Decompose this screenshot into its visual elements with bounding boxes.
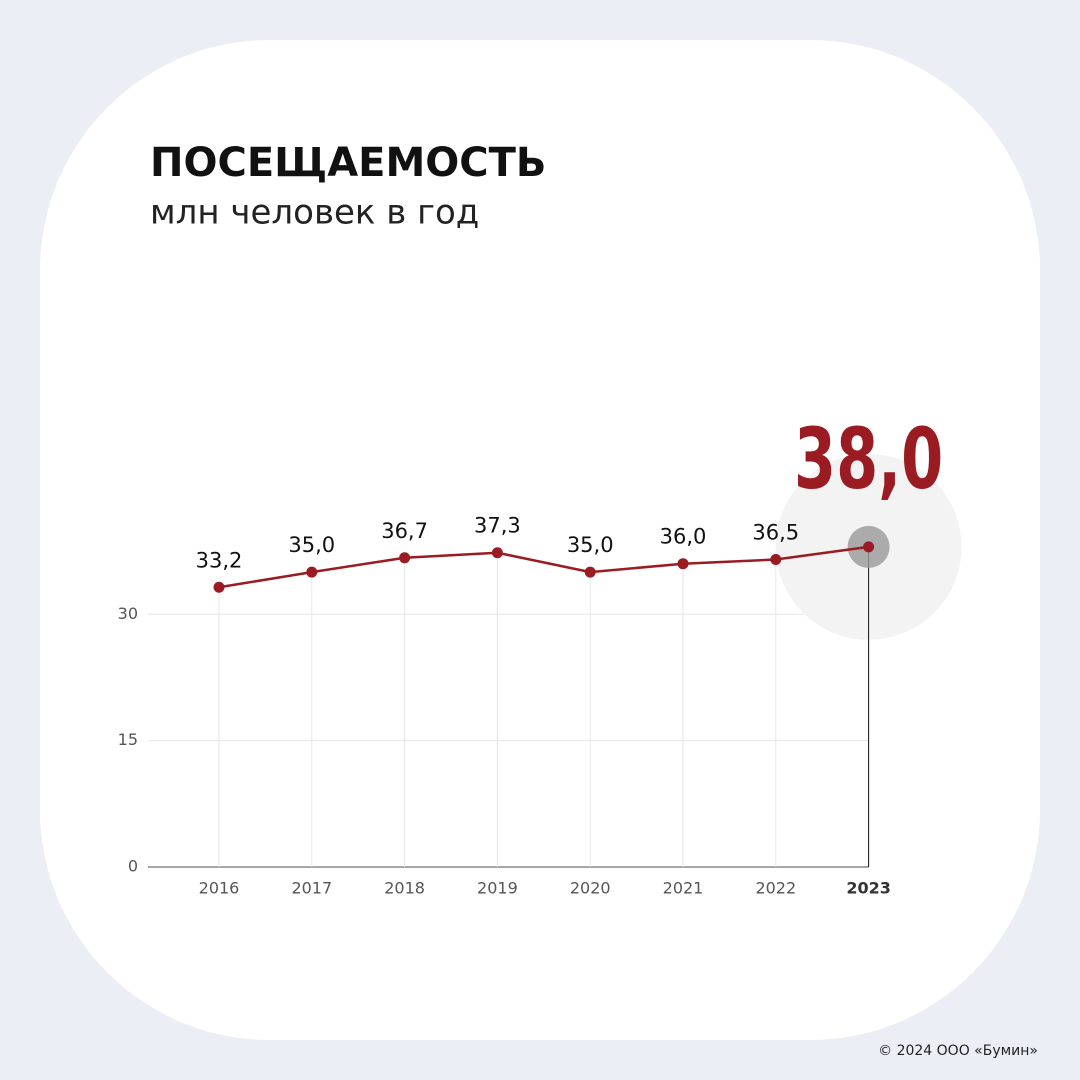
y-tick-label: 0 (128, 857, 138, 876)
footer: © 2024 ООО «Бумин» (878, 1043, 1038, 1059)
point (677, 558, 689, 570)
x-tick-label: 2023 (846, 879, 891, 898)
point (399, 552, 411, 564)
value-label: 36,0 (660, 525, 707, 549)
x-tick-label: 2020 (570, 879, 611, 898)
value-label: 36,5 (752, 520, 799, 544)
value-label-highlight: 38,0 (794, 411, 943, 509)
x-tick-label: 2019 (477, 879, 518, 898)
value-label: 35,0 (288, 533, 335, 557)
point (584, 566, 596, 578)
point (491, 547, 503, 559)
y-tick-label: 15 (118, 730, 138, 749)
point (213, 581, 225, 593)
value-label: 37,3 (474, 514, 521, 538)
point (863, 541, 875, 553)
x-tick-label: 2021 (663, 879, 704, 898)
value-label: 33,2 (196, 548, 243, 572)
y-tick-label: 30 (118, 604, 138, 623)
line (218, 545, 869, 589)
value-label: 36,7 (381, 519, 428, 543)
point (306, 566, 318, 578)
x-tick-label: 2016 (199, 879, 240, 898)
x-tick-label: 2018 (384, 879, 425, 898)
card (40, 40, 1040, 1040)
chart-title: ПОСЕЩАЕМОСТЬ (150, 140, 546, 186)
value-label: 35,0 (567, 533, 614, 557)
point (770, 553, 782, 565)
chart-subtitle: млн человек в год (150, 193, 479, 233)
x-tick-label: 2022 (755, 879, 796, 898)
x-tick-label: 2017 (291, 879, 332, 898)
